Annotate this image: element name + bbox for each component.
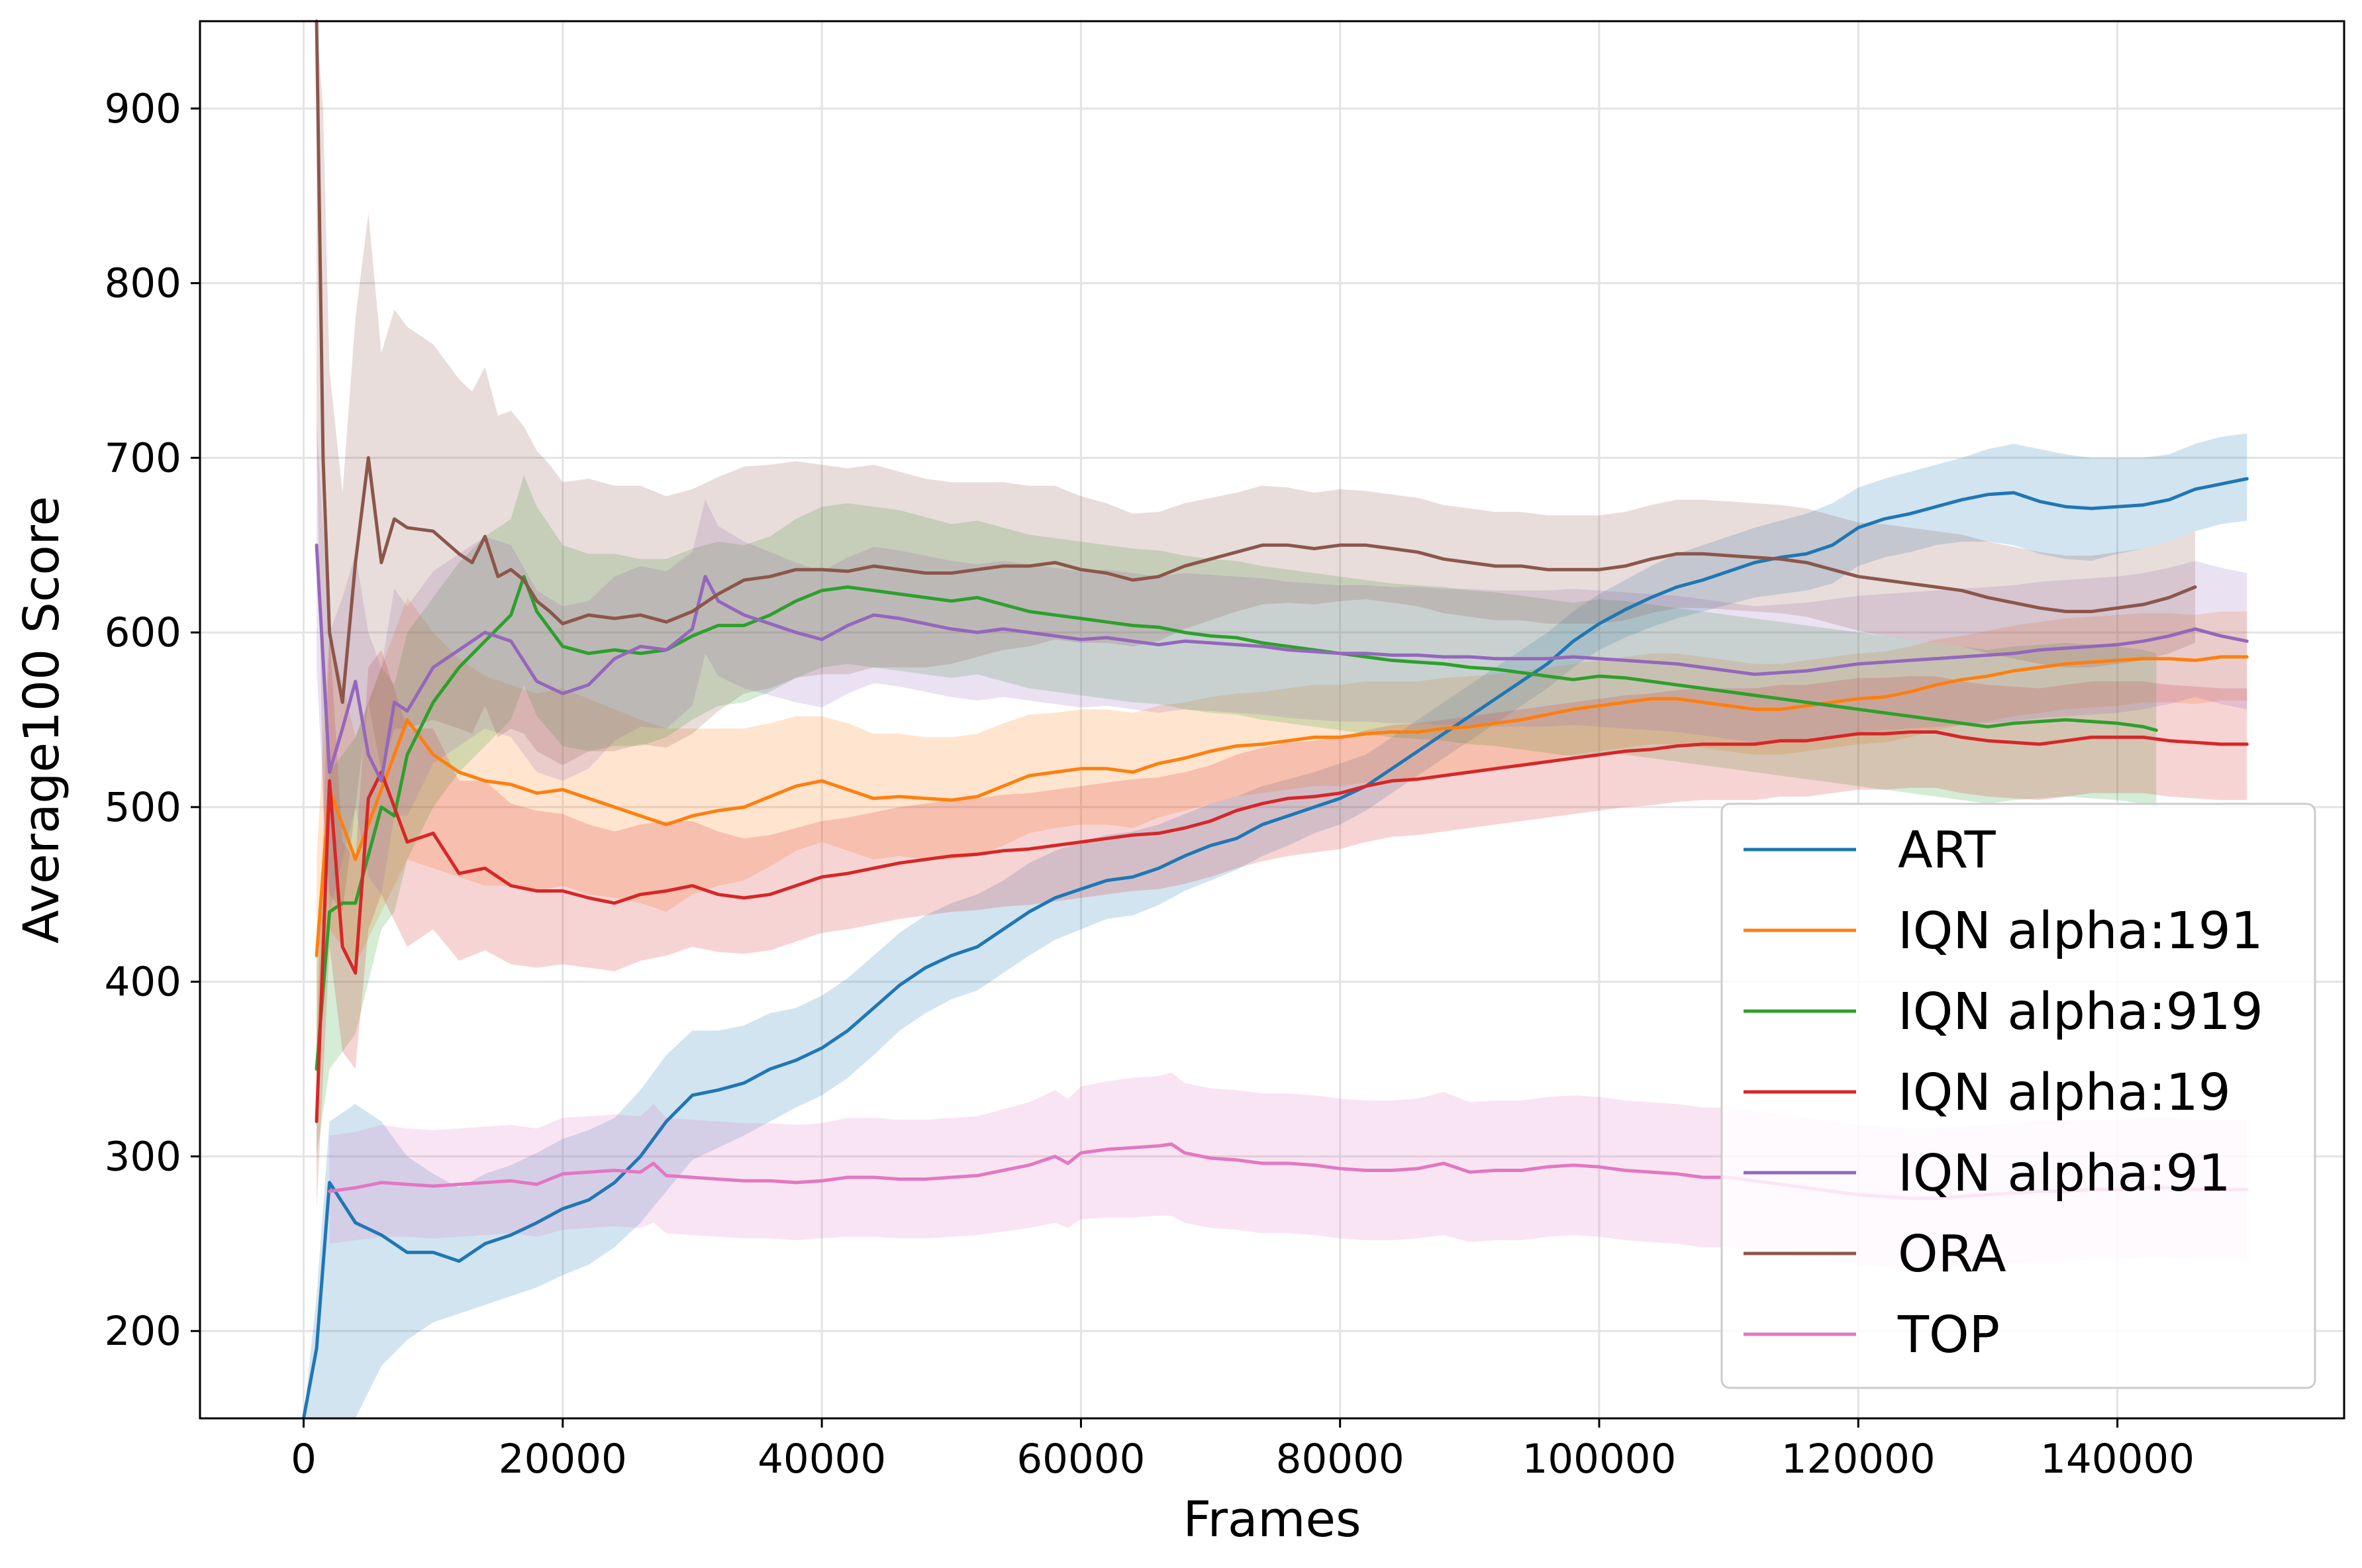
- y-tick-label: 400: [105, 959, 181, 1006]
- legend: ART IQN alpha:191 IQN alpha:919 IQN alpha:1…: [1720, 803, 2316, 1389]
- plot-frame: [199, 20, 2345, 1420]
- series-lines: [302, 19, 2249, 1420]
- legend-label-iqn-alpha-19: IQN alpha:19: [1898, 1063, 2231, 1122]
- y-tick-label: 900: [105, 85, 181, 132]
- x-tick-label: 0: [291, 1436, 317, 1483]
- y-tick-label: 200: [105, 1308, 181, 1355]
- band-art: [303, 433, 2247, 1418]
- legend-label-iqn-alpha-191: IQN alpha:191: [1898, 902, 2263, 961]
- x-tick-label: 40000: [758, 1436, 886, 1483]
- band-iqn-alpha-191: [317, 597, 2247, 1052]
- x-tick-label: 120000: [1781, 1436, 1936, 1483]
- x-tick-label: 80000: [1276, 1436, 1404, 1483]
- y-tick-label: 500: [105, 784, 181, 831]
- line-ora: [315, 19, 2197, 705]
- band-iqn-alpha-919: [317, 475, 2157, 1157]
- x-tick-label: 140000: [2040, 1436, 2194, 1483]
- y-tick-label: 800: [105, 260, 181, 307]
- y-tick-label: 700: [105, 434, 181, 481]
- y-axis-ticks: 200 300 400 500 600 700 800 900: [105, 85, 200, 1355]
- line-iqn-alpha-91: [315, 543, 2249, 783]
- legend-box: [1720, 803, 2316, 1389]
- y-tick-label: 300: [105, 1133, 181, 1180]
- y-tick-label: 600: [105, 609, 181, 656]
- line-iqn-alpha-919: [315, 575, 2158, 1071]
- band-iqn-alpha-91: [317, 422, 2247, 912]
- x-axis-ticks: 0 20000 40000 60000 80000 100000 120000 140000: [291, 1418, 2194, 1483]
- y-axis-label: Average100 Score: [13, 496, 70, 944]
- legend-label-top: TOP: [1897, 1306, 2000, 1365]
- legend-label-iqn-alpha-91: IQN alpha:91: [1898, 1144, 2231, 1203]
- band-iqn-alpha-19: [317, 632, 2247, 1209]
- line-iqn-alpha-191: [315, 655, 2249, 957]
- legend-label-art: ART: [1898, 821, 1996, 880]
- line-iqn-alpha-19: [315, 730, 2249, 1124]
- legend-label-ora: ORA: [1898, 1225, 2006, 1284]
- line-art: [302, 477, 2249, 1420]
- x-tick-label: 60000: [1016, 1436, 1145, 1483]
- x-tick-label: 20000: [499, 1436, 627, 1483]
- x-tick-label: 100000: [1522, 1436, 1677, 1483]
- legend-label-iqn-alpha-919: IQN alpha:919: [1898, 983, 2263, 1042]
- x-axis-label: Frames: [1183, 1491, 1361, 1548]
